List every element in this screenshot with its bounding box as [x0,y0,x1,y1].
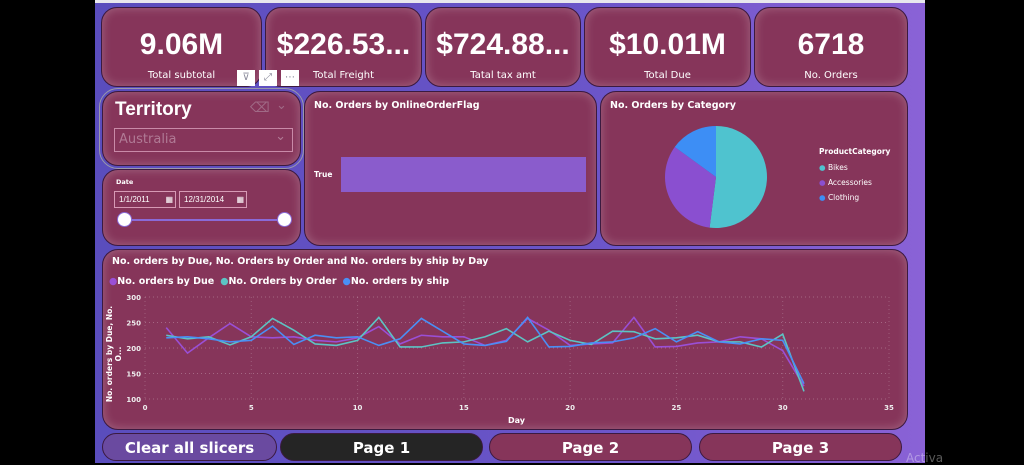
chevron-down-icon: ⌄ [275,129,286,144]
filter-icon[interactable]: ⊽ [237,70,255,86]
legend-label: No. Orders by Order [228,276,337,287]
kpi-value: $10.01M [609,28,726,61]
y-tick-label: 100 [126,396,141,404]
date-label: Date [116,178,134,186]
visual-header-toolbar: ⊽ ⤢ ⋯ [237,70,299,86]
legend-item[interactable]: ● Clothing [819,190,872,205]
y-tick-label: 200 [126,345,141,353]
date-slider-track[interactable] [124,219,284,221]
legend-label: Accessories [827,178,872,187]
kpi-value: $724.88... [436,28,570,61]
start-date-input[interactable]: 1/1/2011 ▦ [114,191,176,208]
end-date-value: 12/31/2014 [184,195,225,204]
y-tick-label: 250 [126,320,141,328]
report-canvas: 9.06M Total subtotal $226.53... Total Frei… [95,0,943,465]
kpi-label: Total subtotal [147,70,216,81]
line-svg: 100 150 200 250 300 0 5 10 15 20 25 30 35 [126,294,894,412]
legend-item[interactable]: ● Bikes [819,160,872,175]
kpi-value: 9.06M [139,28,224,61]
x-tick-label: 0 [143,404,148,412]
legend-item[interactable]: ● Accessories [819,175,872,190]
slider-start-handle[interactable] [117,212,132,227]
dropdown-value: Australia [119,132,177,147]
territory-slicer[interactable]: Territory ⌫ ⌄ Australia ⌄ [99,88,304,169]
kpi-total-due: $10.01M Total Due [584,7,751,87]
slicer-title: Territory [115,99,192,120]
x-tick-label: 10 [353,404,363,412]
chart-title: No. Orders by Category [610,100,736,111]
activation-watermark: Activa [906,451,944,465]
legend-label: Bikes [827,163,848,172]
page-3-button[interactable]: Page 3 [699,433,902,461]
pie-svg [665,126,767,228]
orders-by-day-line-chart: No. orders by Due, No. Orders by Order a… [102,249,908,430]
legend-item[interactable]: ●No. Orders by Order [220,276,336,287]
kpi-total-subtotal: 9.06M Total subtotal [101,7,262,87]
x-tick-label: 20 [565,404,575,412]
date-slicer: Date 1/1/2011 ▦ 12/31/2014 ▦ [102,169,301,246]
pie-slice-bikes[interactable] [709,126,767,228]
eraser-icon[interactable]: ⌫ [250,100,270,116]
legend-label: Clothing [827,193,860,202]
kpi-value: 6718 [797,28,865,61]
bar-category-label: True [314,170,333,179]
legend-label: No. orders by ship [350,276,450,287]
legend-marker: ● [342,276,351,287]
category-pie-chart: No. Orders by Category ProductCategory ●… [600,91,908,246]
territory-dropdown[interactable]: Australia ⌄ [114,128,293,152]
calendar-icon[interactable]: ▦ [236,195,244,204]
kpi-label: Tatal tax amt [470,70,536,81]
kpi-tax-amt: $724.88... Tatal tax amt [425,7,581,87]
bar-true[interactable] [341,157,586,192]
page-1-button[interactable]: Page 1 [280,433,483,461]
kpi-label: No. Orders [804,70,858,81]
page-2-button[interactable]: Page 2 [489,433,692,461]
x-tick-label: 5 [249,404,254,412]
legend-item[interactable]: ●No. orders by Due [109,276,214,287]
series-line-2[interactable] [166,316,805,385]
legend-title: ProductCategory [819,147,891,156]
x-tick-label: 30 [778,404,788,412]
more-options-icon[interactable]: ⋯ [281,70,299,86]
chevron-down-icon[interactable]: ⌄ [276,98,287,113]
x-tick-label: 35 [884,404,894,412]
pie-slice-clothing[interactable] [674,126,716,177]
line-legend: ●No. orders by Due ●No. Orders by Order ●N… [109,276,449,287]
y-tick-label: 150 [126,371,141,379]
online-order-flag-chart: No. Orders by OnlineOrderFlag True [304,91,597,246]
end-date-input[interactable]: 12/31/2014 ▦ [179,191,247,208]
start-date-value: 1/1/2011 [119,195,150,204]
kpi-label: Total Freight [313,70,374,81]
x-tick-label: 15 [459,404,469,412]
slider-end-handle[interactable] [277,212,292,227]
focus-mode-icon[interactable]: ⤢ [259,70,277,86]
legend-marker: ● [819,178,826,187]
kpi-value: $226.53... [276,28,411,61]
legend-marker: ● [109,276,118,287]
x-tick-label: 25 [672,404,682,412]
clear-all-slicers-button[interactable]: Clear all slicers [102,433,277,461]
chart-title: No. Orders by OnlineOrderFlag [314,100,480,111]
pie-legend: ● Bikes ● Accessories ● Clothing [819,160,872,205]
series-line-1[interactable] [166,316,805,392]
x-axis-label: Day [508,416,526,425]
legend-label: No. orders by Due [117,276,215,287]
kpi-no-orders: 6718 No. Orders [754,7,908,87]
chart-title: No. orders by Due, No. Orders by Order a… [112,256,489,267]
calendar-icon[interactable]: ▦ [165,195,173,204]
pie-slice-accessories[interactable] [665,147,716,228]
legend-marker: ● [819,193,826,202]
legend-marker: ● [819,163,826,172]
legend-item[interactable]: ●No. orders by ship [343,276,450,287]
y-tick-label: 300 [126,294,141,302]
kpi-label: Total Due [644,70,691,81]
legend-marker: ● [220,276,229,287]
